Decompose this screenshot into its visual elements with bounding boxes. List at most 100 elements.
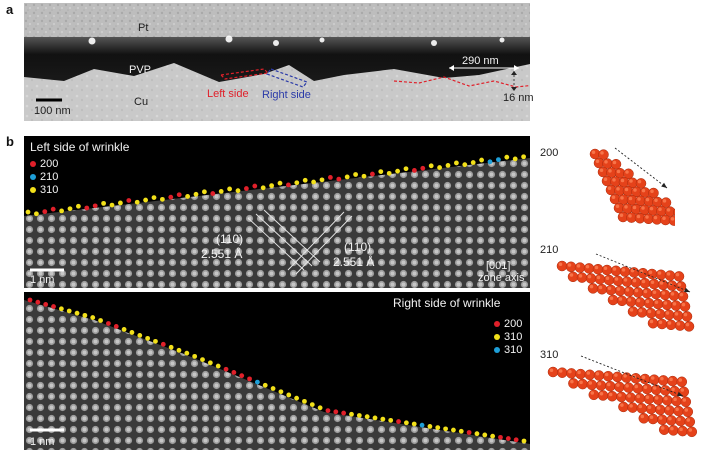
atom-marker — [470, 160, 476, 165]
atom-sphere-highlight — [625, 384, 629, 388]
amplitude-label: 16 nm — [503, 92, 534, 104]
atom-marker — [134, 199, 140, 205]
atom-marker — [277, 180, 283, 186]
atom-sphere-highlight — [577, 370, 581, 375]
atom-marker — [325, 408, 331, 414]
atom-marker — [153, 338, 158, 344]
atom-sphere — [684, 416, 696, 428]
atomic-model-200 — [589, 147, 675, 226]
atom-marker — [490, 433, 496, 439]
atom-sphere — [592, 263, 604, 275]
atom-sphere — [666, 415, 677, 426]
atom-marker — [239, 373, 245, 379]
atom-sphere-highlight — [665, 311, 670, 315]
atom-sphere-highlight — [656, 310, 661, 314]
atom-marker — [445, 163, 451, 168]
atom-marker — [435, 425, 441, 431]
atom-sphere — [585, 273, 597, 284]
atom-marker — [302, 177, 308, 183]
atom-sphere-highlight — [647, 405, 652, 409]
atom-sphere-highlight — [587, 274, 592, 279]
legend-swatch-red — [494, 320, 500, 327]
right-side-box — [266, 68, 308, 88]
atom-sphere-highlight — [595, 159, 600, 163]
atom-sphere-highlight — [662, 199, 667, 203]
atom-sphere — [614, 381, 625, 393]
atom-sphere-highlight — [578, 274, 583, 278]
atom-sphere-highlight — [607, 286, 612, 290]
atom-marker — [109, 202, 115, 208]
atom-sphere-highlight — [676, 322, 681, 326]
atom-sphere-highlight — [596, 275, 601, 280]
atom-marker — [160, 196, 165, 202]
atom-sphere-highlight — [628, 196, 633, 201]
atom-sphere-highlight — [612, 160, 617, 165]
atom-sphere — [643, 297, 655, 309]
atom-sphere-highlight — [629, 404, 633, 408]
atom-marker — [474, 431, 480, 437]
atom-marker — [252, 183, 258, 189]
atom-sphere — [584, 369, 596, 381]
atom-marker — [336, 176, 342, 182]
atom-marker — [386, 170, 392, 176]
atom-sphere-highlight — [650, 280, 655, 284]
atom-sphere — [656, 414, 668, 425]
atom-marker — [50, 206, 56, 212]
atom-marker — [27, 297, 33, 303]
atom-sphere-highlight — [672, 302, 677, 306]
period-label: 290 nm — [462, 55, 499, 67]
layer-label-pvp: PVP — [129, 64, 152, 76]
atom-sphere-highlight — [615, 204, 620, 208]
atom-sphere — [636, 403, 648, 414]
atom-marker — [90, 315, 96, 320]
atom-marker — [380, 416, 386, 422]
atom-sphere-highlight — [641, 188, 646, 193]
atom-sphere-highlight — [658, 207, 662, 211]
atom-sphere-highlight — [620, 403, 624, 407]
atom-marker — [498, 434, 503, 440]
atom-sphere-highlight — [612, 267, 617, 271]
atom-sphere-highlight — [604, 160, 608, 164]
atom-sphere — [593, 370, 605, 381]
atom-marker — [260, 185, 266, 191]
atom-sphere-highlight — [654, 300, 659, 304]
atom-sphere-highlight — [611, 195, 616, 199]
atom-marker — [356, 413, 362, 418]
atom-sphere-highlight — [620, 196, 624, 200]
legend-item: 200 — [30, 157, 58, 170]
atom-sphere — [601, 264, 613, 276]
atom-marker — [59, 208, 64, 214]
atom-sphere-highlight — [654, 396, 659, 400]
panel-a-micrograph — [24, 3, 530, 121]
atom-sphere-highlight — [629, 308, 634, 312]
atom-sphere-highlight — [637, 179, 642, 184]
atom-sphere-highlight — [662, 216, 666, 220]
atom-sphere-highlight — [677, 282, 682, 287]
atom-sphere — [627, 402, 638, 413]
atom-marker — [521, 438, 527, 444]
atom-sphere-highlight — [666, 406, 670, 411]
atom-marker — [118, 200, 123, 206]
atom-sphere-highlight — [675, 407, 679, 412]
atom-sphere-highlight — [682, 398, 687, 402]
atom-sphere — [663, 309, 675, 321]
atom-sphere — [606, 390, 618, 402]
atom-marker — [333, 409, 339, 415]
atom-sphere-highlight — [608, 169, 612, 173]
legend-label: 210 — [40, 170, 59, 183]
atom-sphere — [623, 382, 634, 393]
atom-marker — [51, 304, 56, 309]
atom-sphere-highlight — [683, 312, 688, 317]
atom-sphere-highlight — [649, 415, 654, 419]
atom-sphere — [618, 401, 629, 413]
atom-sphere-highlight — [618, 393, 622, 397]
atom-sphere — [597, 390, 609, 401]
atom-sphere-highlight — [649, 206, 654, 211]
atom-sphere — [673, 405, 684, 417]
atom-sphere-highlight — [643, 289, 648, 294]
atom-marker — [176, 347, 182, 353]
atom-marker — [505, 436, 511, 441]
legend-swatch-blue — [30, 173, 36, 180]
atom-marker — [403, 166, 409, 172]
atom-sphere — [654, 308, 666, 320]
